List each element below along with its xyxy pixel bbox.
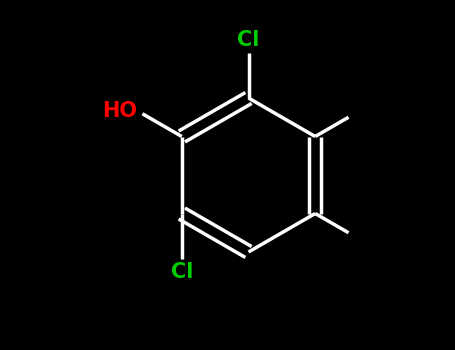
Text: Cl: Cl	[171, 262, 193, 282]
Text: Cl: Cl	[238, 30, 260, 50]
Text: HO: HO	[102, 101, 137, 121]
